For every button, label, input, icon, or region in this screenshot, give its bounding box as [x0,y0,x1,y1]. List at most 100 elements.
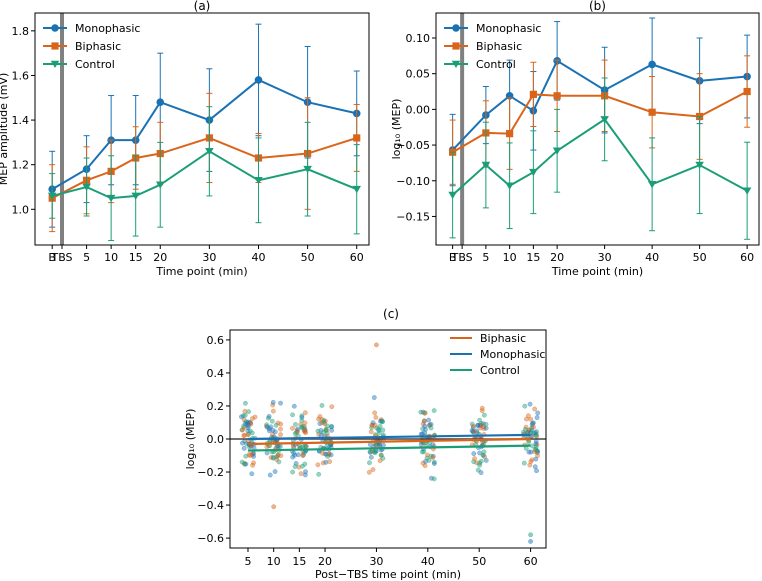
data-point [552,147,562,155]
x-tick-label: 10 [104,251,118,264]
y-tick-label: −0.6 [197,532,224,545]
scatter-point [241,423,247,429]
scatter-point [422,410,428,416]
scatter-point [378,418,383,424]
scatter-point [295,426,301,432]
legend: Biphasic Monophasic Control [450,332,545,377]
scatter-point [303,469,308,475]
scatter-point [291,403,297,409]
series-biphasic [48,92,361,233]
scatter-outlier [271,504,277,510]
data-point [352,185,362,194]
data-point [156,98,165,107]
scatter-point [368,454,374,460]
scatter-point [264,422,270,428]
scatter-point [380,427,386,433]
scatter-point [296,464,302,470]
scatter-point [531,424,536,430]
x-tick-label: 20 [153,251,167,264]
x-tick-label: 40 [421,555,435,568]
x-tick-label: 5 [244,555,251,568]
scatter-point [378,452,384,458]
scatter-point [264,444,270,450]
y-tick-label: 0.00 [406,103,431,116]
scatter-point [532,406,538,412]
x-tick-label: 10 [503,251,517,264]
scatter-point [534,415,540,421]
scatter-point [272,429,278,435]
scatter-point [292,452,298,458]
scatter-point [370,467,376,472]
scatter-point [329,427,335,433]
x-tick-label: 30 [369,555,383,568]
legend-marker [452,42,460,50]
scatter-point [320,450,325,456]
y-tick-label: −0.4 [197,499,224,512]
scatter-point [470,423,476,429]
scatter-point [527,462,533,468]
scatter-point [276,443,281,449]
scatter-point [419,449,425,455]
chart-title: (c) [383,307,399,321]
scatter-point [290,412,295,418]
scatter-point [302,410,308,416]
scatter-point [368,429,374,435]
scatter-point [315,428,321,434]
scatter-point [472,456,477,461]
scatter-point [533,447,539,452]
scatter-point [278,400,283,406]
data-point [505,182,514,190]
scatter-point [469,428,475,433]
y-tick-label: −0.2 [197,466,224,479]
data-point [529,168,538,177]
legend-marker [51,42,59,50]
scatter-point [379,419,385,425]
scatter-point [242,408,248,414]
scatter-point [478,470,484,475]
scatter-point [478,458,484,464]
scatter-point [428,453,434,459]
scatter-point [264,424,270,430]
scatter-point [301,452,306,458]
scatter-point [370,420,376,426]
data-point [648,108,656,116]
scatter-point [534,468,539,474]
scatter-point [251,460,256,466]
x-tick-label: TBS [50,251,72,264]
scatter-point [422,430,428,436]
scatter-point [426,458,432,463]
scatter-point [431,461,437,466]
data-point [529,90,537,98]
scatter-point [242,432,247,438]
scatter-point [477,462,483,468]
y-tick-label: 1.0 [12,203,30,216]
scatter-point [242,421,248,427]
data-point [155,181,165,189]
scatter-point [275,452,281,458]
data-point [254,76,263,84]
y-tick-label: 1.4 [12,114,30,127]
scatter-point [431,476,437,482]
scatter-point [269,418,275,424]
x-tick-label: 30 [202,251,216,264]
y-tick-label: −0.15 [396,210,430,223]
data-point [353,134,361,142]
data-point [481,161,491,170]
series-line [51,136,358,200]
x-tick-label: 15 [129,251,143,264]
x-axis-label: Time point (min) [155,265,247,278]
y-tick-label: 0.0 [207,433,225,446]
scatter-point [528,449,534,455]
scatter-point [328,424,334,430]
scatter-point [290,425,295,431]
y-axis-label: MEP amplitude (mV) [0,73,10,185]
y-axis-label: log₁₀ (MEP) [184,409,197,470]
scatter-point [376,430,382,436]
series-line [451,118,748,196]
scatter-point [319,403,325,408]
scatter-point [247,453,253,458]
scatter-point [472,429,478,435]
scatter-point [293,422,298,427]
scatter-point [325,454,331,459]
